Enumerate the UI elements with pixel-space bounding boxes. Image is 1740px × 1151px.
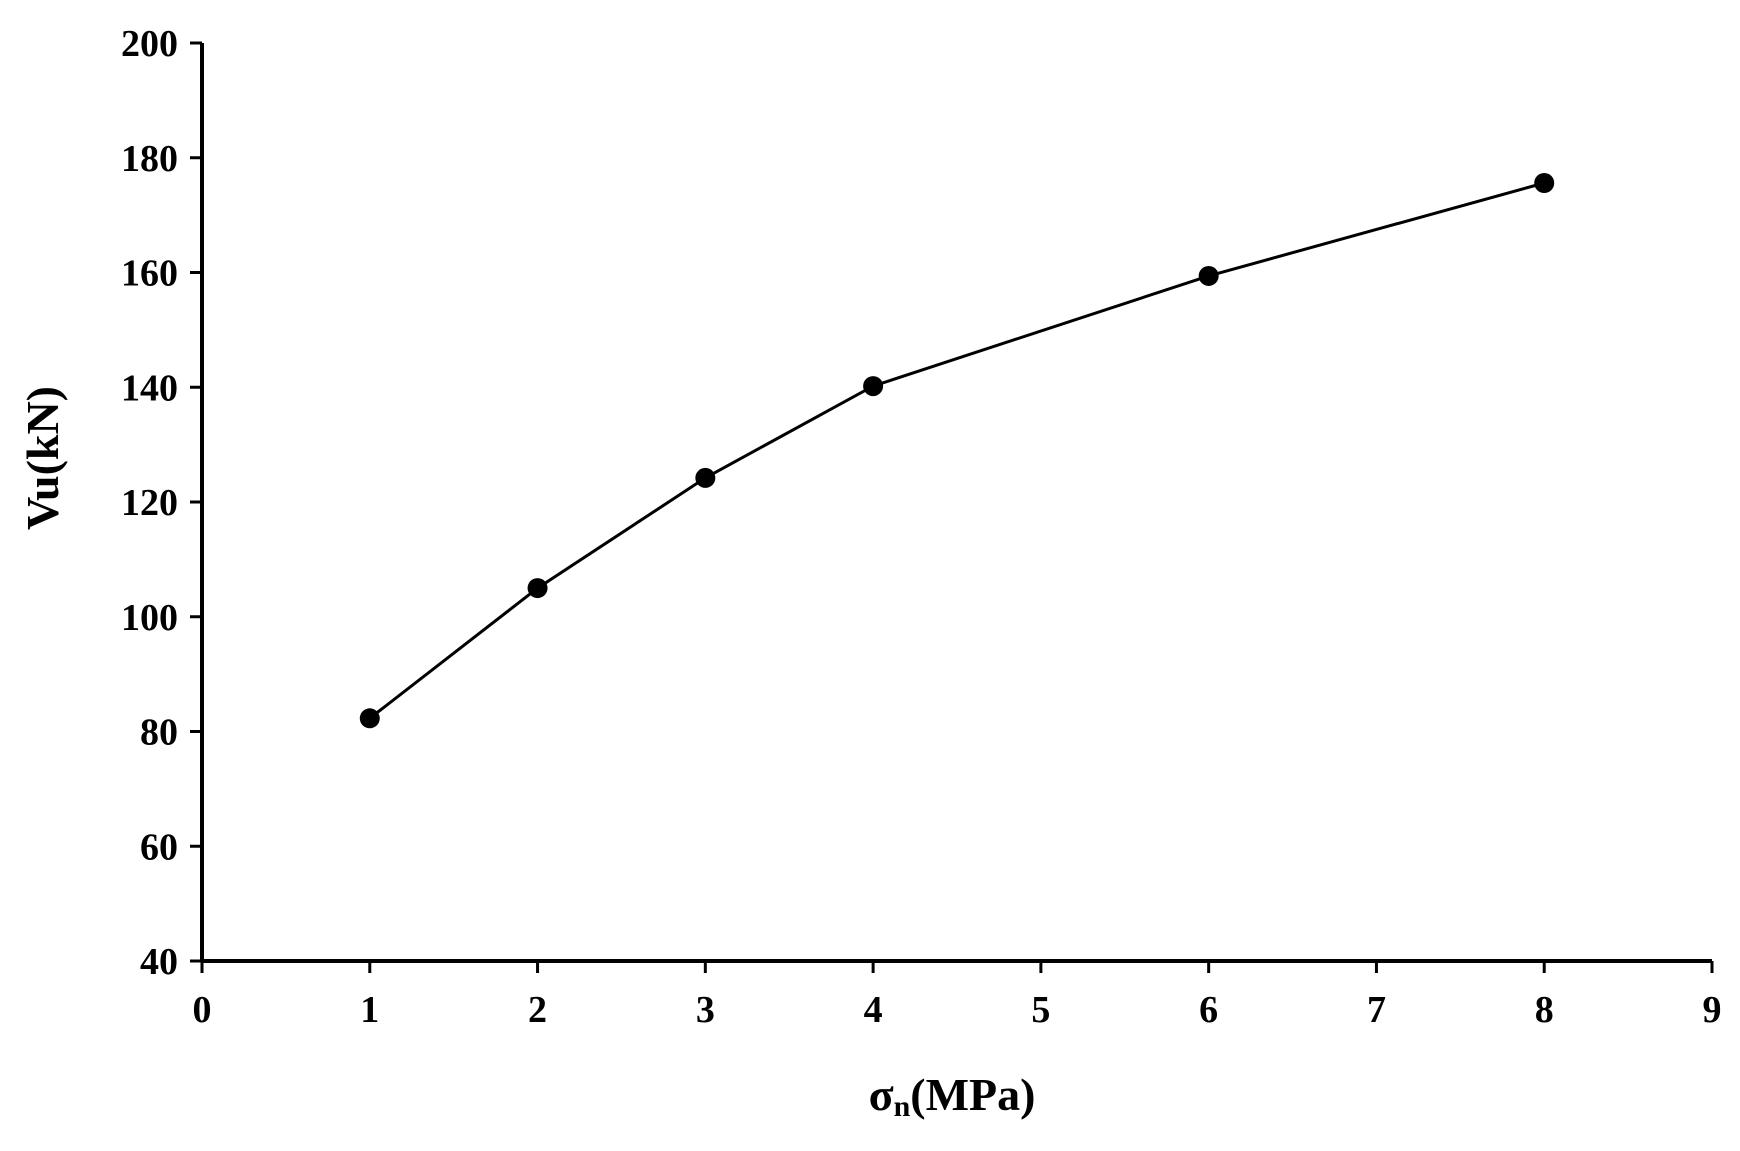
y-tick-label: 40 bbox=[140, 941, 178, 983]
data-series bbox=[359, 172, 1555, 729]
y-tick-label: 180 bbox=[121, 138, 178, 180]
data-point bbox=[863, 376, 884, 397]
data-point bbox=[359, 708, 380, 729]
x-tick-label: 4 bbox=[864, 989, 883, 1031]
data-point bbox=[1198, 265, 1219, 286]
x-tick-label: 5 bbox=[1031, 989, 1050, 1031]
x-axis-title-symbol: σ bbox=[869, 1069, 894, 1120]
y-tick-label: 160 bbox=[121, 253, 178, 295]
x-tick-label: 0 bbox=[193, 989, 212, 1031]
x-tick-label: 8 bbox=[1535, 989, 1554, 1031]
ticks: 40 60 80 100 120 140 160 180 200 0 1 2 3 4 5 6 7 8 9 bbox=[121, 23, 1722, 1031]
y-tick-label: 140 bbox=[121, 367, 178, 409]
y-tick-label: 200 bbox=[121, 23, 178, 65]
x-axis-title-subscript: n bbox=[894, 1090, 911, 1123]
x-tick-label: 3 bbox=[696, 989, 715, 1031]
axes bbox=[200, 43, 1712, 963]
y-axis-title: Vu(kN) bbox=[17, 386, 68, 530]
data-point bbox=[527, 578, 548, 599]
x-tick-label: 2 bbox=[528, 989, 547, 1031]
y-tick-label: 120 bbox=[121, 482, 178, 524]
series-line bbox=[368, 181, 1545, 720]
x-axis-title-units: (MPa) bbox=[910, 1069, 1035, 1120]
y-tick-label: 80 bbox=[140, 712, 178, 754]
x-tick-label: 6 bbox=[1199, 989, 1218, 1031]
data-point bbox=[695, 467, 716, 488]
y-tick-label: 100 bbox=[121, 597, 178, 639]
x-tick-label: 7 bbox=[1367, 989, 1386, 1031]
x-tick-label: 9 bbox=[1703, 989, 1722, 1031]
x-axis-title: σn(MPa) bbox=[869, 1069, 1036, 1123]
data-point bbox=[1534, 172, 1555, 193]
x-tick-label: 1 bbox=[360, 989, 379, 1031]
y-tick-label: 60 bbox=[140, 826, 178, 868]
